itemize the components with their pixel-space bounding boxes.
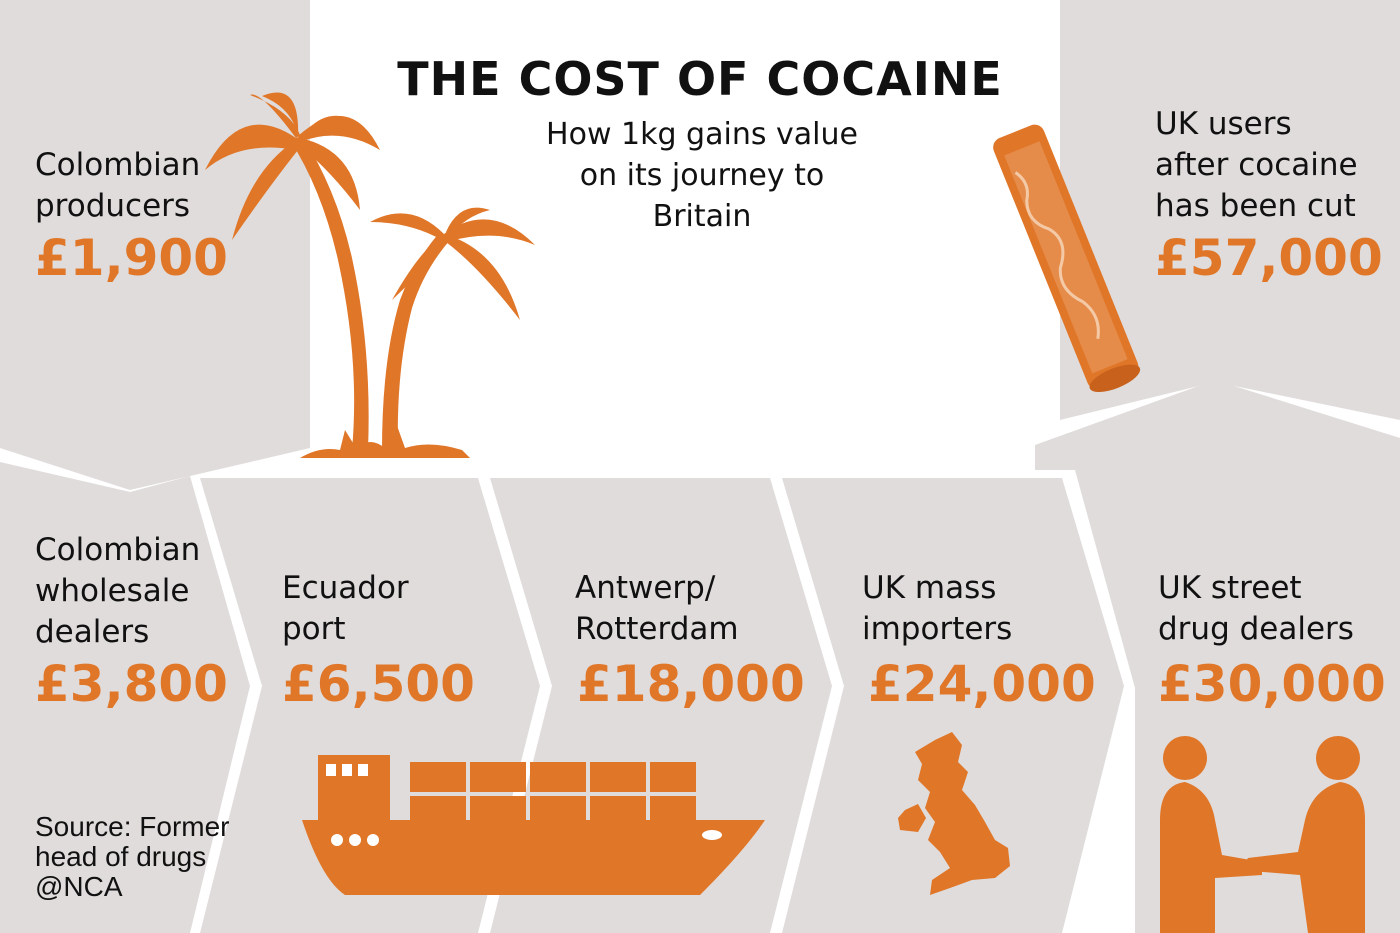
panel-uk-users xyxy=(1060,0,1400,420)
handshake-icon xyxy=(1160,736,1365,933)
stage-label-uk-users: UK users after cocaine has been cut xyxy=(1155,106,1358,224)
stage-label-uk-street-dealers: UK street drug dealers xyxy=(1158,570,1354,647)
stage-label-ecuador-port: Ecuador port xyxy=(282,570,409,647)
stage-label-colombian-producers: Colombian producers xyxy=(35,147,201,224)
stage-label-uk-mass-importers: UK mass importers xyxy=(862,570,1013,647)
source-note: Source: Former head of drugs @NCA xyxy=(35,811,230,902)
page-subtitle: How 1kg gains value on its journey to Br… xyxy=(546,117,858,234)
stage-value-ecuador-port: £6,500 xyxy=(282,655,475,713)
rolled-banknote-icon xyxy=(993,124,1141,393)
page-title: THE COST OF COCAINE xyxy=(397,52,1003,106)
stage-value-colombian-wholesale: £3,800 xyxy=(35,655,228,713)
panel-uk-mass-importers xyxy=(782,478,1124,933)
stage-label-antwerp-rotterdam: Antwerp/ Rotterdam xyxy=(575,570,739,647)
stage-value-uk-street-dealers: £30,000 xyxy=(1158,655,1386,713)
panel-colombian-wholesale xyxy=(0,462,250,933)
stage-label-colombian-wholesale: Colombian wholesale dealers xyxy=(35,532,201,650)
stage-value-uk-mass-importers: £24,000 xyxy=(868,655,1096,713)
stage-value-uk-users: £57,000 xyxy=(1155,229,1383,287)
panel-uk-street-dealers xyxy=(1035,380,1400,933)
stage-value-antwerp-rotterdam: £18,000 xyxy=(577,655,805,713)
cargo-ship-icon xyxy=(302,755,765,895)
uk-map-icon xyxy=(898,732,1010,895)
palm-tree-icon xyxy=(205,92,535,458)
stage-value-colombian-producers: £1,900 xyxy=(35,229,228,287)
panel-colombian-producers xyxy=(0,0,310,490)
